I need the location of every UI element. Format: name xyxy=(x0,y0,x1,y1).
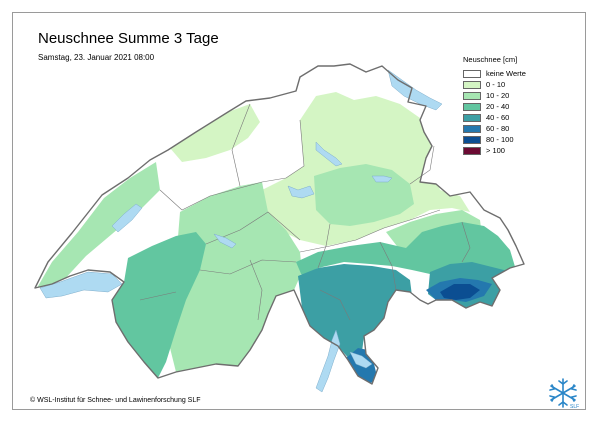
map-title: Neuschnee Summe 3 Tage xyxy=(38,30,219,47)
zone-80-100-core xyxy=(440,284,480,300)
map-date: Samstag, 23. Januar 2021 08:00 xyxy=(38,53,155,62)
lake-geneva xyxy=(39,271,123,299)
lake-zurich xyxy=(315,141,343,167)
legend-label: 60 - 80 xyxy=(486,124,510,133)
legend-item: keine Werte xyxy=(463,68,526,79)
legend-swatch xyxy=(463,69,481,78)
legend-swatch xyxy=(463,80,481,89)
legend-item: 20 - 40 xyxy=(463,101,526,112)
lake-lucerne xyxy=(287,185,315,199)
snowflake-icon: SLF xyxy=(549,378,579,410)
lake-lugano xyxy=(349,351,373,369)
legend-swatch xyxy=(463,124,481,133)
legend-swatch xyxy=(463,91,481,100)
lake-walensee xyxy=(371,175,393,183)
logo-label: SLF xyxy=(570,404,579,410)
lakes xyxy=(39,69,443,393)
legend-swatch xyxy=(463,135,481,144)
country-border xyxy=(34,63,525,385)
legend-label: 40 - 60 xyxy=(486,113,510,122)
legend-item: 40 - 60 xyxy=(463,112,526,123)
zone-40-60-ticino xyxy=(298,264,412,360)
legend-label: 80 - 100 xyxy=(486,135,514,144)
legend-item: 0 - 10 xyxy=(463,79,526,90)
legend-swatch xyxy=(463,146,481,155)
legend-label: 20 - 40 xyxy=(486,102,510,111)
legend-label: > 100 xyxy=(486,146,505,155)
legend-item: 10 - 20 xyxy=(463,90,526,101)
legend-swatch xyxy=(463,113,481,122)
legend-label: 0 - 10 xyxy=(486,80,506,89)
legend-item: 60 - 80 xyxy=(463,123,526,134)
zone-0-10-basel xyxy=(170,104,260,162)
legend-swatch xyxy=(463,102,481,111)
zone-10-20-jura xyxy=(35,162,160,300)
legend-label: keine Werte xyxy=(486,69,526,78)
copyright-credit: © WSL-Institut für Schnee- und Lawinenfo… xyxy=(30,397,201,404)
legend-label: 10 - 20 xyxy=(486,91,510,100)
zone-10-20-central xyxy=(168,182,302,372)
lake-thun xyxy=(213,233,237,249)
zone-20-40-west xyxy=(112,232,206,378)
region-boundaries xyxy=(139,103,471,321)
legend-item: 80 - 100 xyxy=(463,134,526,145)
lake-maggiore xyxy=(315,329,341,393)
legend: Neuschnee [cm] keine Werte 0 - 10 10 - 2… xyxy=(463,55,526,156)
legend-item: > 100 xyxy=(463,145,526,156)
legend-title: Neuschnee [cm] xyxy=(463,55,518,64)
lake-constance xyxy=(387,69,443,111)
lake-neuchatel xyxy=(111,203,143,233)
